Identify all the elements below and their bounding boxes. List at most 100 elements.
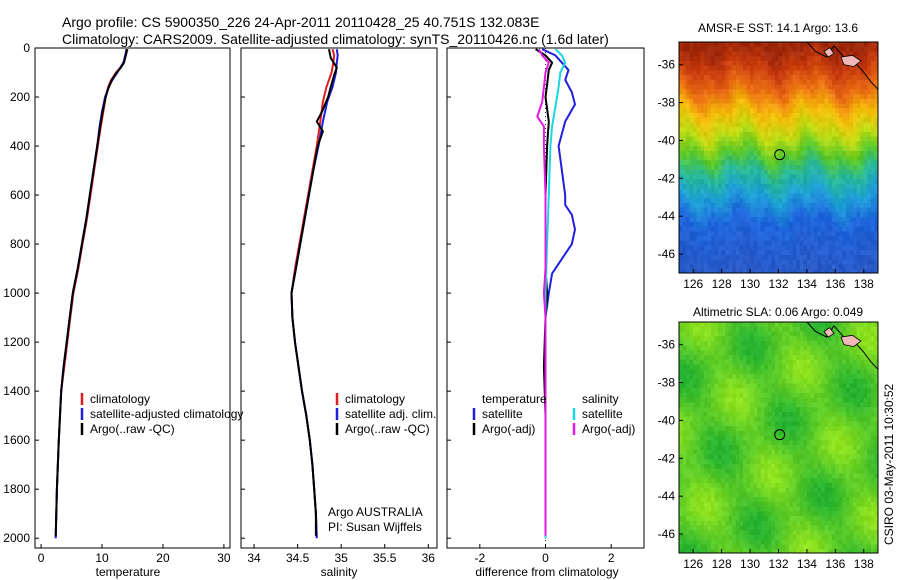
map-cell	[764, 179, 769, 185]
map-cell	[742, 355, 748, 361]
map-cell	[806, 492, 812, 498]
map-cell	[853, 108, 858, 114]
map-cell	[725, 340, 730, 347]
map-cell	[753, 184, 758, 190]
map-cell	[870, 89, 876, 95]
map-cell	[750, 482, 755, 489]
map-cell	[689, 127, 694, 133]
map-cell	[753, 454, 758, 460]
map-cell	[753, 402, 758, 408]
map-cell	[718, 468, 723, 475]
map-cell	[835, 383, 840, 389]
map-cell	[796, 198, 801, 204]
map-cell	[828, 236, 833, 242]
map-cell	[686, 421, 691, 427]
map-cell	[799, 94, 804, 100]
map-cell	[831, 430, 836, 437]
map-cell	[803, 393, 808, 399]
map-cell	[746, 454, 751, 460]
map-cell	[835, 141, 840, 147]
map-cell	[831, 383, 836, 389]
map-cell	[750, 473, 755, 479]
map-cell	[679, 160, 684, 166]
map-cell	[874, 478, 878, 484]
map-cell	[824, 231, 829, 237]
map-cell	[792, 75, 797, 81]
map-cell	[750, 416, 755, 422]
map-cell	[700, 198, 705, 204]
map-cell	[686, 359, 691, 366]
map-cell	[863, 236, 868, 242]
map-cell	[760, 345, 765, 351]
map-cell	[835, 350, 840, 356]
map-cell	[870, 136, 876, 142]
map-cell	[760, 155, 765, 161]
map-cell	[870, 160, 876, 166]
map-cell	[838, 250, 844, 256]
map-cell	[828, 75, 833, 81]
map-cell	[718, 336, 723, 342]
map-cell	[863, 79, 868, 86]
map-cell	[707, 217, 712, 223]
map-cell	[817, 198, 822, 204]
map-cell	[842, 326, 847, 333]
map-cell	[817, 345, 822, 351]
map-cell	[778, 94, 783, 100]
map-cell	[817, 207, 822, 214]
map-cell	[863, 103, 868, 109]
map-cell	[696, 217, 701, 223]
map-cell	[718, 188, 723, 195]
map-cell	[803, 383, 808, 389]
map-cell	[824, 355, 829, 361]
map-cell	[853, 169, 858, 176]
map-cell	[806, 482, 812, 489]
map-cell	[785, 169, 790, 176]
map-cell	[838, 468, 844, 475]
map-cell	[835, 188, 840, 195]
map-cell	[721, 113, 726, 119]
map-cell	[735, 155, 741, 161]
map-cell	[782, 416, 787, 422]
map-cell	[782, 478, 787, 484]
map-cell	[806, 146, 812, 152]
map-cell	[721, 94, 726, 100]
map-cell	[874, 426, 878, 432]
map-cell	[789, 198, 794, 204]
map-cell	[842, 468, 847, 475]
map-cell	[789, 269, 794, 273]
map-cell	[831, 378, 836, 385]
map-cell	[710, 468, 716, 475]
map-cell	[849, 236, 854, 242]
map-cell	[714, 326, 719, 333]
map-cell	[860, 65, 865, 71]
map-cell	[803, 79, 808, 86]
map-cell	[721, 464, 726, 470]
map-cell	[842, 217, 847, 223]
map-cell	[821, 141, 826, 147]
map-cell	[710, 150, 716, 157]
map-cell	[696, 259, 701, 266]
map-cell	[746, 269, 751, 273]
map-cell	[750, 359, 755, 366]
map-cell	[860, 459, 865, 465]
map-cell	[856, 169, 861, 176]
map-cell	[764, 331, 769, 337]
map-cell	[721, 174, 726, 180]
map-cell	[735, 454, 741, 460]
map-cell	[721, 426, 726, 432]
map-cell	[860, 374, 865, 380]
map-cell	[870, 79, 876, 86]
map-cell	[821, 42, 826, 48]
map-cell	[732, 402, 737, 408]
map-cell	[686, 383, 691, 389]
map-cell	[696, 426, 701, 432]
map-cell	[742, 449, 748, 456]
map-cell	[774, 454, 780, 460]
map-cell	[874, 378, 878, 385]
map-cell	[771, 364, 776, 370]
map-cell	[707, 127, 712, 133]
map-cell	[739, 487, 744, 494]
map-cell	[714, 94, 719, 100]
map-cell	[742, 113, 748, 119]
map-cell	[753, 326, 758, 333]
